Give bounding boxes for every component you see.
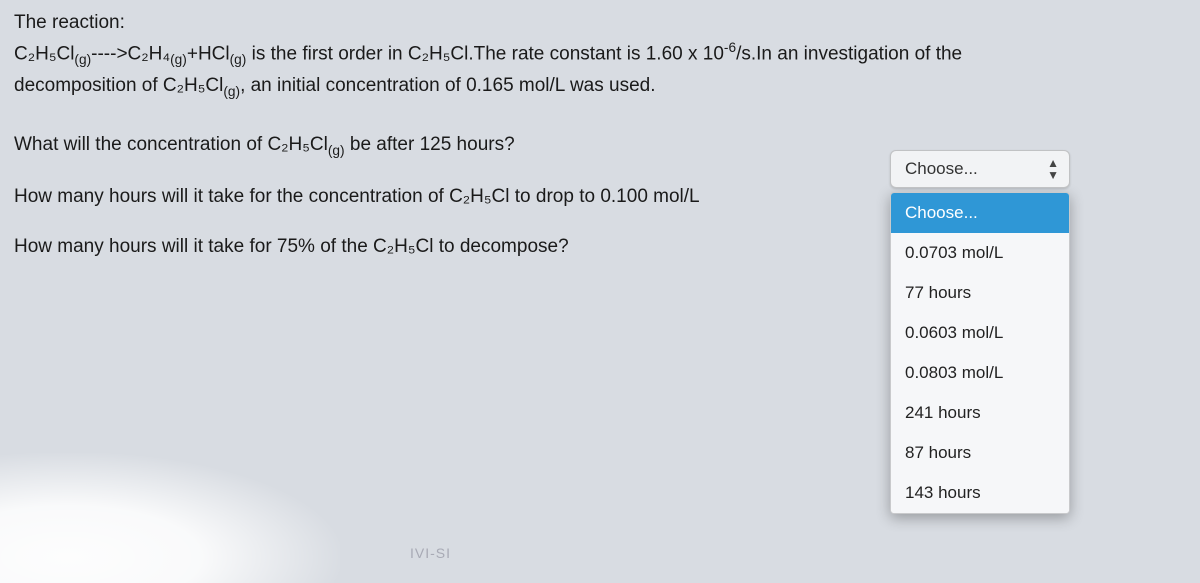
- line3-a: decomposition of C₂H₅Cl: [14, 75, 223, 96]
- after-reaction-b: /s.In an investigation of the: [736, 44, 962, 65]
- phase-lhs: (g): [74, 53, 91, 68]
- problem-statement: The reaction: C₂H₅Cl(g)---->C₂H₄(g)+HCl(…: [14, 8, 1180, 102]
- after-reaction-a: is the first order in C₂H₅Cl.The rate co…: [246, 44, 724, 65]
- phase-rhs1: (g): [170, 53, 187, 68]
- question-1: What will the concentration of C₂H₅Cl(g)…: [14, 134, 515, 158]
- option-5[interactable]: 241 hours: [891, 393, 1069, 433]
- reaction-lhs: C₂H₅Cl: [14, 44, 74, 65]
- q1-a: What will the concentration of C₂H₅Cl: [14, 134, 328, 155]
- plus: +: [187, 44, 198, 65]
- q1-phase: (g): [328, 143, 345, 158]
- question-2: How many hours will it take for the conc…: [14, 186, 700, 208]
- option-choose[interactable]: Choose...: [891, 193, 1069, 233]
- intro-line1: The reaction:: [14, 12, 125, 33]
- screen-glare: [0, 453, 340, 583]
- watermark-text: IVI-SI: [410, 545, 451, 561]
- caret-icon: ▲▼: [1047, 157, 1059, 181]
- line3-phase: (g): [223, 84, 240, 99]
- q1-b: be after 125 hours?: [345, 134, 515, 155]
- option-2[interactable]: 77 hours: [891, 273, 1069, 313]
- option-6[interactable]: 87 hours: [891, 433, 1069, 473]
- select-value: Choose...: [905, 159, 978, 178]
- phase-rhs2: (g): [230, 53, 247, 68]
- question-3: How many hours will it take for 75% of t…: [14, 236, 569, 258]
- line3-b: , an initial concentration of 0.165 mol/…: [240, 75, 655, 96]
- option-1[interactable]: 0.0703 mol/L: [891, 233, 1069, 273]
- rate-exp: -6: [724, 40, 736, 55]
- option-7[interactable]: 143 hours: [891, 473, 1069, 513]
- reaction-rhs2: HCl: [198, 44, 230, 65]
- option-4[interactable]: 0.0803 mol/L: [891, 353, 1069, 393]
- reaction-rhs1: C₂H₄: [128, 44, 171, 65]
- answer-select-q1[interactable]: Choose... ▲▼: [890, 150, 1070, 188]
- answer-dropdown[interactable]: Choose... 0.0703 mol/L 77 hours 0.0603 m…: [890, 192, 1070, 514]
- option-3[interactable]: 0.0603 mol/L: [891, 313, 1069, 353]
- reaction-arrow: ---->: [91, 44, 127, 65]
